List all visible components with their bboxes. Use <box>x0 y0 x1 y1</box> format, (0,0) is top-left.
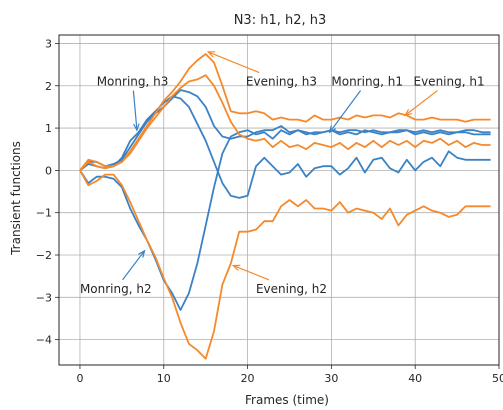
y-tick-label: 3 <box>45 37 52 50</box>
series-line-6 <box>79 169 491 360</box>
x-tick-label: 40 <box>408 372 422 385</box>
x-axis-ticks: 0 10 20 30 40 50 <box>76 365 503 385</box>
annotation-arrow-2 <box>207 51 260 74</box>
annotation-arrow-6 <box>233 265 270 281</box>
annotation-label-6: Evening, h2 <box>256 282 327 296</box>
y-tick-label: −1 <box>36 207 52 220</box>
y-tick-label: 1 <box>45 122 52 135</box>
y-tick-label: 0 <box>45 164 52 177</box>
y-axis-label: Transient functions <box>9 141 23 256</box>
y-axis-ticks: −4 −3 −2 −1 0 1 2 3 <box>36 37 59 347</box>
y-tick-label: 2 <box>45 80 52 93</box>
series-line-2 <box>79 89 491 172</box>
chart-title: N3: h1, h2, h3 <box>234 13 327 28</box>
series-group <box>79 53 491 360</box>
annotation-arrowhead-1 <box>133 123 140 132</box>
y-tick-label: −2 <box>36 249 52 262</box>
x-tick-label: 50 <box>492 372 503 385</box>
annotation-arrowhead-3 <box>328 125 337 134</box>
x-axis-label: Frames (time) <box>245 393 329 407</box>
annotation-arrowhead-6 <box>231 264 241 271</box>
annotation-label-4: Evening, h1 <box>414 75 485 89</box>
annotation-arrowhead-4 <box>403 109 413 117</box>
annotation-arrow-4 <box>404 90 438 116</box>
annotation-arrow-5 <box>122 250 145 281</box>
y-tick-label: −4 <box>36 334 52 347</box>
annotation-arrowhead-5 <box>138 249 146 258</box>
series-line-4 <box>79 53 491 171</box>
annotation-arrow-3 <box>329 90 362 133</box>
annotation-arrowhead-2 <box>206 51 216 58</box>
annotation-label-3: Monring, h1 <box>331 75 403 89</box>
annotations-group: Monring, h3 Evening, h3 Monring, h1 Evening… <box>80 51 485 296</box>
annotation-arrow-1 <box>132 90 138 131</box>
series-line-1 <box>79 95 491 199</box>
annotation-label-1: Monring, h3 <box>97 75 169 89</box>
x-tick-label: 0 <box>76 372 83 385</box>
x-tick-label: 10 <box>157 372 171 385</box>
annotation-label-5: Monring, h2 <box>80 282 152 296</box>
y-tick-label: −3 <box>36 291 52 304</box>
plot-frame <box>58 34 500 366</box>
x-tick-label: 20 <box>241 372 255 385</box>
annotation-label-2: Evening, h3 <box>246 75 317 89</box>
series-line-5 <box>79 74 491 172</box>
x-tick-label: 30 <box>324 372 338 385</box>
